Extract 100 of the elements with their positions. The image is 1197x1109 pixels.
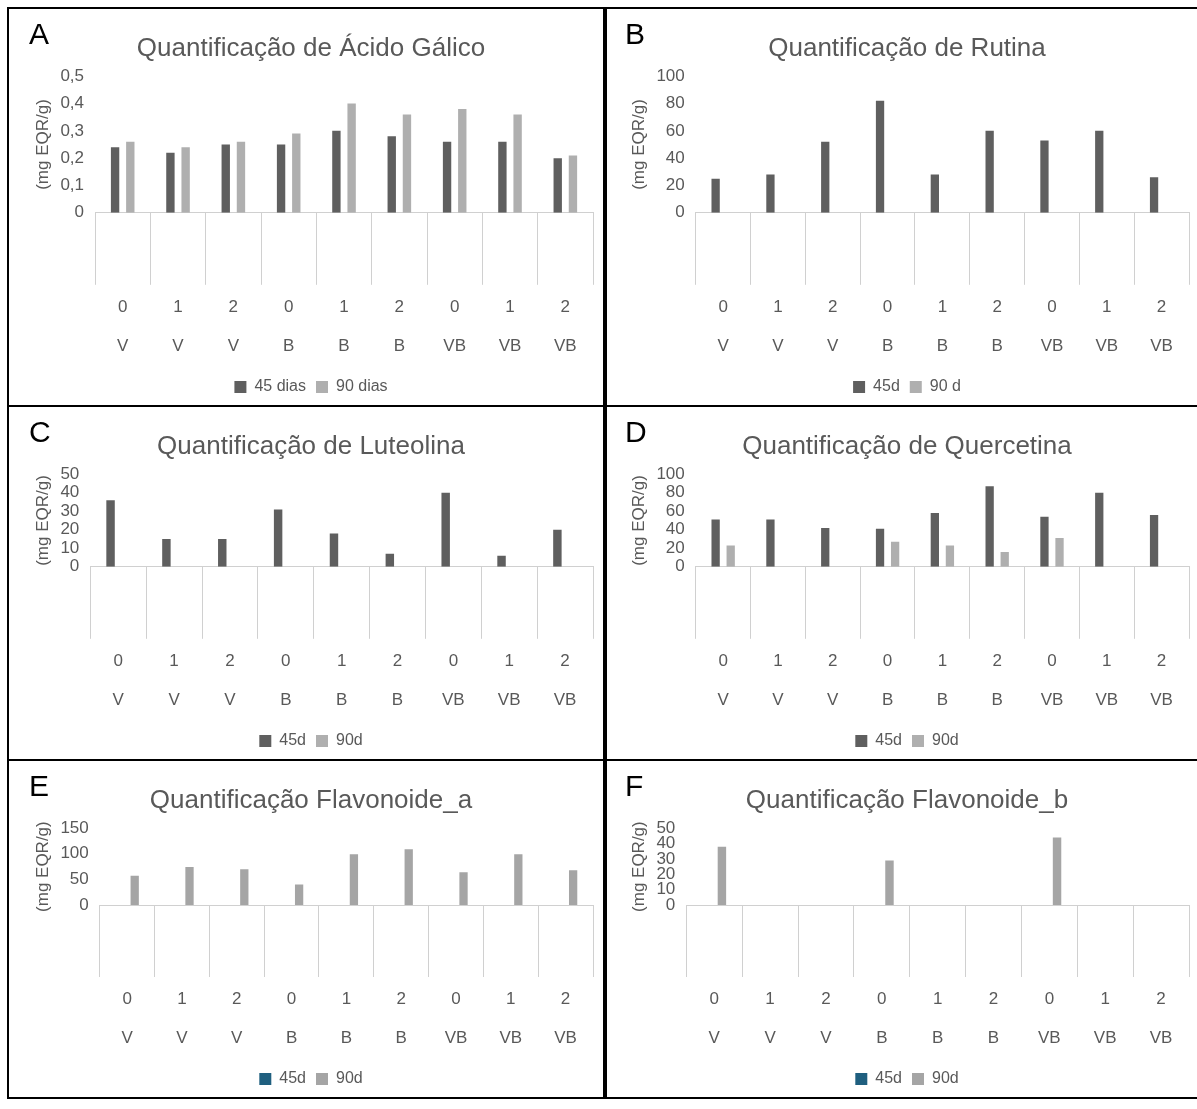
category-label: B (393, 336, 406, 356)
bar (1149, 514, 1159, 567)
y-tick-label: 100 (656, 463, 685, 483)
category-label: 2 (992, 651, 1002, 671)
y-tick-label: 0,1 (60, 175, 85, 195)
y-tick-label: 20 (665, 175, 685, 195)
category-label: VB (1093, 1028, 1117, 1048)
legend-label: 90d (336, 1069, 363, 1087)
chart-title: Quantificação de Quercetina (742, 429, 1073, 460)
category-label: V (827, 690, 839, 710)
bar (930, 513, 939, 567)
bar (349, 854, 359, 905)
y-tick-label: 40 (665, 147, 685, 167)
y-tick-label: 20 (60, 519, 80, 539)
category-label: B (931, 1028, 944, 1048)
legend-label: 45d (279, 731, 307, 749)
category-label: 0 (117, 297, 128, 317)
y-tick-label: 0,5 (60, 65, 85, 85)
y-tick-label: 0 (74, 202, 85, 222)
bar (1040, 516, 1049, 567)
bar (726, 545, 735, 567)
category-label: 0 (113, 651, 123, 671)
category-label: B (936, 690, 949, 710)
bar (1149, 177, 1159, 213)
category-label: 1 (932, 989, 943, 1009)
category-label: 1 (773, 651, 783, 671)
category-label: V (227, 336, 240, 356)
category-label: B (876, 1028, 888, 1048)
y-axis-title: (mg EQR/g) (628, 821, 648, 912)
category-label: 2 (821, 989, 831, 1009)
category-label: V (176, 1028, 188, 1048)
bar (497, 555, 506, 567)
bar (185, 867, 194, 905)
bar (442, 141, 452, 213)
category-label: V (224, 690, 236, 710)
legend-label: 45d (279, 1069, 307, 1087)
bar (711, 519, 720, 567)
category-label: V (827, 336, 839, 356)
bar (347, 103, 356, 213)
y-tick-label: 30 (60, 500, 80, 520)
category-label: 0 (709, 989, 719, 1009)
bar (1095, 492, 1104, 567)
category-label: 1 (505, 297, 515, 317)
category-label: 0 (286, 989, 297, 1009)
category-label: V (708, 1028, 720, 1048)
category-label: 1 (177, 989, 187, 1009)
y-axis-title: (mg EQR/g) (628, 475, 648, 566)
bar (221, 144, 230, 213)
text: F (625, 769, 644, 803)
bar (329, 533, 339, 567)
category-label: V (717, 336, 729, 356)
bar (332, 130, 341, 213)
bar (1052, 837, 1062, 905)
y-tick-label: 60 (665, 500, 685, 520)
category-label: B (280, 690, 292, 710)
category-label: VB (554, 1028, 577, 1048)
category-label: 0 (882, 651, 893, 671)
category-label: 0 (1047, 651, 1057, 671)
chart-title: Quantificação Flavonoide_a (149, 783, 473, 814)
bar (240, 869, 249, 905)
y-tick-label: 0 (675, 556, 685, 576)
bar (402, 114, 412, 213)
category-label: VB (497, 690, 521, 710)
category-label: VB (1095, 690, 1119, 710)
legend-label: 45d (875, 731, 903, 749)
bar (441, 492, 450, 567)
bar (885, 860, 894, 905)
bar (875, 528, 885, 567)
category-label: VB (1040, 336, 1064, 356)
category-label: V (117, 336, 129, 356)
category-label: VB (553, 336, 577, 356)
category-label: 0 (877, 989, 887, 1009)
legend-label: 90d (932, 1069, 959, 1087)
y-tick-label: 50 (60, 463, 80, 483)
text: A (29, 17, 50, 51)
chart-title: Quantificação de Ácido Gálico (136, 31, 486, 62)
bar (126, 141, 135, 213)
bar (985, 130, 994, 213)
bar (1040, 140, 1049, 213)
text: D (625, 415, 647, 449)
category-label: VB (1038, 1028, 1061, 1048)
y-axis-title: (mg EQR/g) (32, 99, 52, 190)
category-label: B (881, 690, 894, 710)
bar (568, 870, 578, 905)
category-label: 1 (504, 651, 514, 671)
bar (276, 144, 286, 213)
category-label: 0 (451, 989, 461, 1009)
category-label: 2 (560, 297, 571, 317)
bar (218, 539, 227, 567)
category-label: B (991, 336, 1003, 356)
category-label: B (881, 336, 894, 356)
y-tick-label: 0,2 (60, 147, 85, 167)
category-label: 0 (448, 651, 459, 671)
category-label: 2 (828, 651, 838, 671)
bar (236, 141, 246, 213)
category-label: 0 (283, 297, 294, 317)
y-tick-label: 0,4 (60, 93, 85, 113)
category-label: V (112, 690, 124, 710)
bar (875, 100, 885, 213)
y-tick-label: 50 (69, 869, 89, 889)
